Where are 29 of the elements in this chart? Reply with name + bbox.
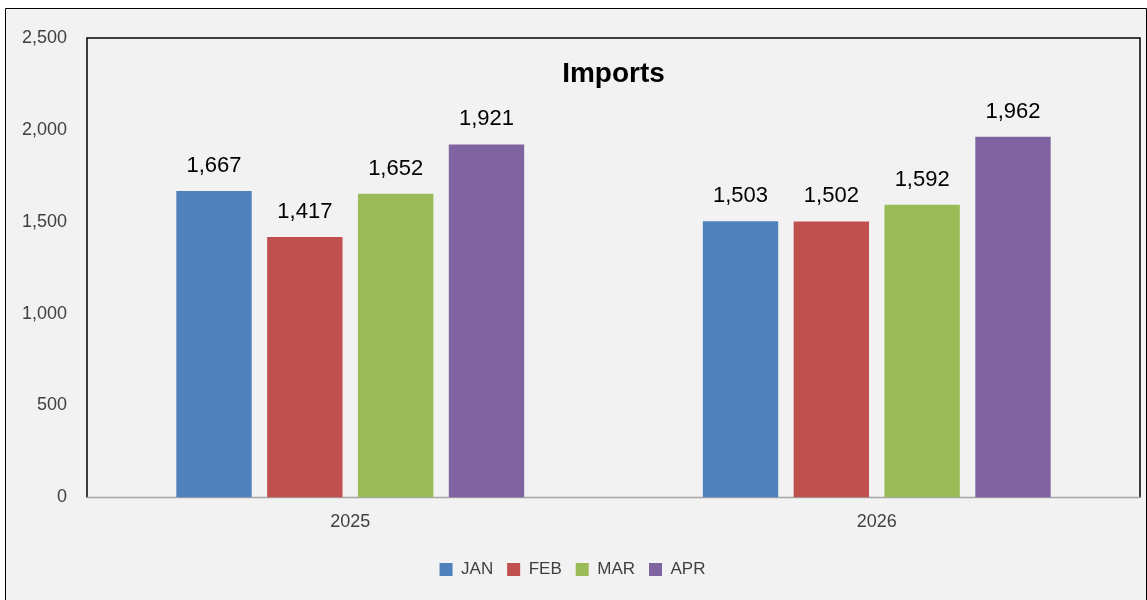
bar — [357, 193, 434, 498]
bar — [448, 144, 525, 498]
data-label: 1,592 — [894, 165, 950, 191]
y-tick-label: 2,000 — [21, 118, 67, 139]
data-label: 1,417 — [277, 198, 333, 224]
bar — [975, 136, 1051, 498]
data-label: 1,652 — [368, 154, 424, 180]
data-label: 1,667 — [186, 152, 242, 178]
text: Imports — [562, 56, 665, 88]
legend-label: APR — [670, 559, 706, 579]
x-tick-label: 2025 — [330, 511, 371, 532]
bar — [702, 221, 779, 498]
data-label: 1,921 — [458, 105, 515, 131]
bar — [176, 191, 252, 498]
y-tick-label: 1,000 — [21, 302, 67, 323]
legend-label: JAN — [461, 559, 494, 579]
y-tick-label: 2,500 — [21, 26, 67, 47]
x-tick-label: 2026 — [856, 511, 897, 532]
legend-label: FEB — [528, 559, 562, 579]
y-tick-label: 0 — [56, 486, 67, 507]
legend-label: MAR — [597, 559, 635, 579]
data-label: 1,503 — [712, 182, 769, 208]
bar — [267, 237, 343, 498]
y-tick-label: 500 — [36, 394, 67, 415]
data-label: 1,502 — [803, 182, 859, 208]
bar — [884, 204, 960, 498]
data-label: 1,962 — [985, 97, 1041, 123]
y-tick-label: 1,500 — [21, 210, 67, 231]
bar — [793, 221, 870, 498]
